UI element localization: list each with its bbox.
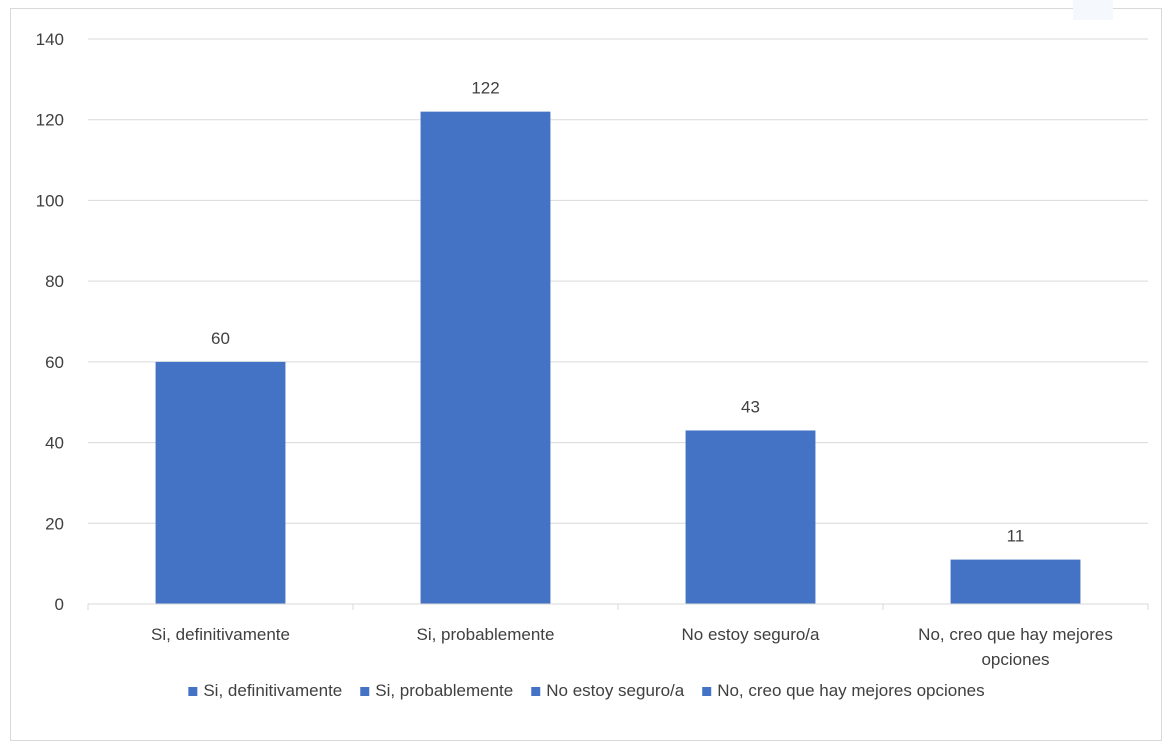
data-label: 43 bbox=[741, 397, 760, 416]
legend-entry: No, creo que hay mejores opciones bbox=[717, 681, 984, 700]
x-tick-label: No, creo que hay mejores bbox=[918, 625, 1113, 644]
data-label: 122 bbox=[471, 79, 499, 98]
y-tick-label: 80 bbox=[45, 272, 64, 291]
legend-entry: No estoy seguro/a bbox=[546, 681, 685, 700]
legend-entry: Si, definitivamente bbox=[203, 681, 342, 700]
y-axis: 0 20 40 60 80 100 120 140 bbox=[36, 30, 64, 614]
y-tick-label: 140 bbox=[36, 30, 64, 49]
legend: Si, definitivamente Si, probablemente No e… bbox=[188, 681, 985, 700]
legend-swatch bbox=[188, 687, 198, 696]
data-label: 11 bbox=[1007, 527, 1025, 546]
bar bbox=[685, 430, 816, 604]
x-tick-label: Si, probablemente bbox=[417, 625, 555, 644]
y-tick-label: 100 bbox=[36, 191, 64, 210]
bar bbox=[950, 559, 1081, 604]
bar bbox=[420, 111, 551, 605]
bars bbox=[155, 111, 1081, 605]
x-axis: Si, definitivamente Si, probablemente No e… bbox=[87, 603, 1149, 669]
data-label: 60 bbox=[211, 329, 230, 348]
legend-swatch bbox=[360, 687, 370, 696]
bar bbox=[155, 361, 286, 604]
legend-swatch bbox=[531, 687, 541, 696]
legend-entry: Si, probablemente bbox=[375, 681, 513, 700]
x-tick-label: Si, definitivamente bbox=[151, 625, 290, 644]
x-tick-label: opciones bbox=[981, 650, 1049, 669]
y-tick-label: 40 bbox=[45, 434, 64, 453]
y-tick-label: 0 bbox=[55, 595, 64, 614]
data-labels: 60 122 43 11 bbox=[211, 79, 1024, 546]
x-tick-label: No estoy seguro/a bbox=[682, 625, 821, 644]
y-tick-label: 120 bbox=[36, 111, 64, 130]
y-tick-label: 60 bbox=[45, 353, 64, 372]
corner-decoration bbox=[1073, 0, 1113, 20]
y-tick-label: 20 bbox=[45, 514, 64, 533]
legend-swatch bbox=[702, 687, 712, 696]
